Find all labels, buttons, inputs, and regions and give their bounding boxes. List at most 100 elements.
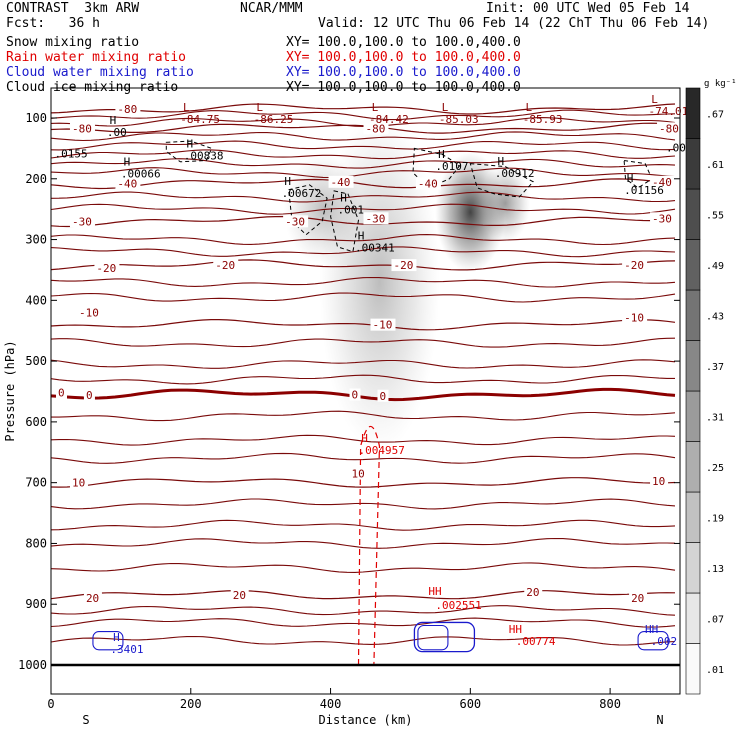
temp-label-bg-26 (83, 592, 102, 605)
temp-label-20: 0 (86, 389, 93, 402)
field-xy-snow: XY= 100.0,100.0 to 100.0,400.0 (286, 35, 521, 50)
temp-label-25: 10 (652, 475, 665, 488)
extremum-value-4: -85.93 (523, 113, 563, 126)
temp-label-5: -40 (331, 176, 351, 189)
temp-label-bg-22 (377, 389, 389, 402)
extremum-value-14: .01156 (624, 184, 664, 197)
temp-label-11: -30 (652, 212, 672, 225)
y-tick-label-1: 200 (25, 172, 47, 186)
temp-label-bg-28 (524, 586, 543, 599)
field-label-cloud-water: Cloud water mixing ratio (6, 65, 194, 80)
x-end-label-right: N (656, 713, 663, 727)
colorbar-label-7: .43 (706, 311, 724, 322)
temp-label-12: -20 (96, 262, 116, 275)
ice-contour-4 (469, 163, 534, 198)
y-tick-label-3: 400 (25, 293, 47, 307)
temp-label-bg-0 (115, 102, 141, 115)
extremum-value-15: .004957 (359, 444, 405, 457)
extremum-value-11: .00341 (355, 242, 395, 255)
temp-label-26: 20 (86, 592, 99, 605)
temp-label-bg-14 (391, 259, 417, 272)
temp-label-4: -40 (117, 178, 137, 191)
temp-label-bg-17 (370, 318, 396, 331)
colorbar-label-4: .25 (706, 463, 724, 474)
temp-label-bg-25 (650, 474, 669, 487)
rain-contour (357, 425, 381, 666)
colorbar-label-1: .07 (706, 614, 724, 625)
extremum-kind-3: L (442, 101, 449, 114)
plot-frame (50, 87, 681, 695)
temp-label-bg-3 (657, 122, 683, 135)
colorbar-label-3: .19 (706, 513, 724, 524)
extremum-value-5: -74.01 (649, 105, 689, 118)
temp-contour-extra-9 (51, 234, 676, 246)
colorbar-cell-8 (685, 239, 701, 291)
x-end-label-left: S (82, 713, 89, 727)
temp-contour-extra-24 (51, 617, 676, 628)
side-label-3: .002551 (435, 599, 481, 612)
colorbar-label-2: .13 (706, 564, 724, 575)
colorbar-cell-9 (685, 188, 701, 240)
colorbar-cell-7 (685, 289, 701, 341)
temp-label-bg-18 (622, 311, 648, 324)
field-label-rain: Rain water mixing ratio (6, 50, 187, 65)
temp-label-15: -20 (624, 259, 644, 272)
extremum-kind-6: H (110, 114, 117, 127)
extremum-kind-13: H (497, 155, 504, 168)
temp-label-10: -30 (366, 212, 386, 225)
extremum-value-7: .00838 (184, 149, 224, 162)
temp-label-bg-20 (83, 389, 95, 402)
institution-label: NCAR/MMM (240, 1, 303, 16)
temp-label-19: 0 (58, 387, 65, 400)
temp-contour-extra-21 (51, 537, 676, 549)
temp-contour-5 (51, 319, 676, 331)
extremum-value-1: -86.25 (254, 113, 294, 126)
temp-label-28: 20 (526, 586, 539, 599)
ice-contour-3 (412, 147, 461, 189)
temp-label-bg-24 (69, 476, 88, 489)
temp-contour-extra-20 (51, 519, 676, 531)
temp-label-18: -10 (624, 311, 644, 324)
temp-contour-extra-17 (51, 434, 676, 446)
colorbar-label-9: .55 (706, 210, 724, 221)
y-tick-label-8: 900 (25, 597, 47, 611)
temp-label-bg-16 (76, 306, 102, 319)
extremum-value-12: .0107 (435, 160, 468, 173)
temp-label-bg-6 (415, 177, 441, 190)
temp-label-9: -30 (285, 215, 305, 228)
mixing-ratio-dashed-contours (92, 140, 669, 666)
x-tick-label-1: 200 (180, 697, 202, 711)
extremum-kind-11: H (358, 230, 365, 243)
temp-label-22: 0 (379, 390, 386, 403)
extremum-value-0: -84.75 (180, 113, 220, 126)
temp-label-bg-27 (230, 589, 249, 602)
cloud-water-contour-0 (92, 631, 124, 651)
temp-label-21: 0 (352, 389, 359, 402)
colorbar-cell-11 (685, 87, 701, 139)
colorbar-cell-2 (685, 542, 701, 594)
ice-contour-2 (330, 190, 360, 253)
temp-contour-extra-11 (51, 276, 676, 288)
temp-contour-extra-16 (51, 410, 676, 422)
temp-contour-extra-19 (51, 498, 676, 510)
colorbar-cell-10 (685, 138, 701, 190)
temp-contour-extra-23 (51, 605, 676, 616)
extremum-kind-16: H (113, 631, 120, 644)
temp-contour-7 (51, 477, 676, 488)
colorbar-cell-0 (685, 643, 701, 695)
colorbar-cell-4 (685, 441, 701, 493)
temp-label-23: 10 (352, 468, 365, 481)
temp-contour-extra-5 (51, 158, 676, 169)
temp-label-2: -80 (366, 122, 386, 135)
temp-label-bg-1 (69, 122, 95, 135)
temp-contour-extra-22 (51, 562, 676, 573)
contour-labels: -80 -80 -80 -80 -40 -40 -40 -40 -30 -30 -30 -30 -20 -… (54, 93, 692, 656)
colorbar-label-10: .61 (706, 160, 724, 171)
cloud-water-core (413, 621, 476, 653)
extremum-value-8: .00066 (121, 167, 161, 180)
colorbar-unit: g kg⁻¹ (704, 79, 737, 89)
extremum-value-9: .00672 (282, 187, 322, 200)
field-xy-rain: XY= 100.0,100.0 to 100.0,400.0 (286, 50, 521, 65)
colorbar-label-6: .37 (706, 362, 724, 373)
